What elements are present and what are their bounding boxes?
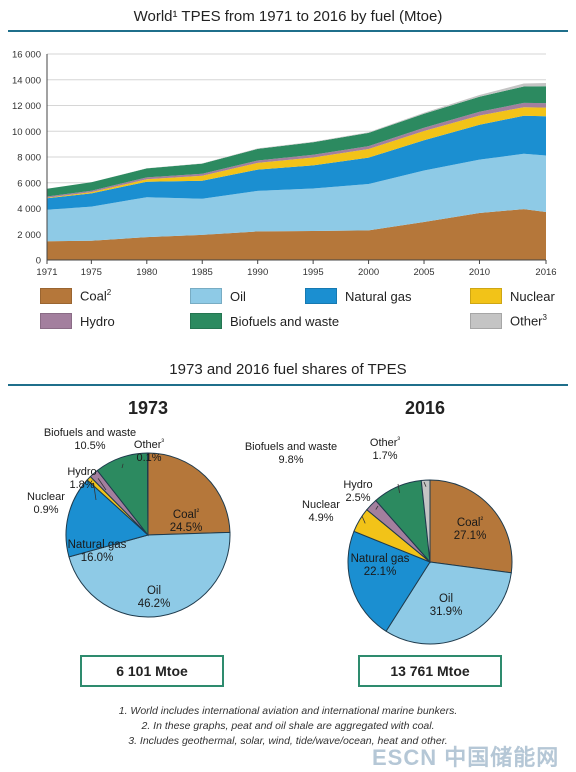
legend-label: Natural gas	[345, 289, 411, 304]
footnote-1: 1. World includes international aviation…	[0, 704, 576, 719]
legend-label: Coal2	[80, 288, 111, 303]
legend-swatch	[190, 313, 222, 329]
legend-swatch	[470, 288, 502, 304]
y-tick-label: 6 000	[17, 178, 41, 189]
area-chart: 0 2 000 4 000 6 000 8 000 10 000 12 000 14 000 1…	[0, 36, 576, 321]
y-tick-label: 10 000	[12, 127, 41, 138]
legend-swatch	[40, 288, 72, 304]
x-tick-label: 1980	[136, 267, 157, 278]
legend-label: Nuclear	[510, 289, 555, 304]
legend-swatch	[470, 313, 502, 329]
total-2016-box: 13 761 Mtoe	[358, 655, 502, 687]
y-tick-label: 12 000	[12, 101, 41, 112]
legend-label: Oil	[230, 289, 246, 304]
chart-legend: Coal2 Oil Natural gas Nuclear Hydro Biofuels …	[40, 288, 570, 336]
x-tick-label: 2010	[469, 267, 490, 278]
watermark-logo: ESCN 中国储能网	[372, 740, 559, 772]
legend-item: Oil	[190, 288, 246, 304]
legend-label: Biofuels and waste	[230, 314, 339, 329]
legend-item: Nuclear	[470, 288, 555, 304]
legend-item: Coal2	[40, 288, 111, 304]
top-divider	[8, 30, 568, 32]
x-tick-label: 2000	[358, 267, 379, 278]
y-tick-label: 16 000	[12, 50, 41, 61]
x-tick-label: 1985	[192, 267, 213, 278]
legend-item: Natural gas	[305, 288, 411, 304]
legend-swatch	[40, 313, 72, 329]
pie-section-title: 1973 and 2016 fuel shares of TPES	[0, 361, 576, 378]
legend-item: Biofuels and waste	[190, 313, 339, 329]
legend-label: Other3	[510, 313, 547, 328]
x-tick-label: 1995	[303, 267, 324, 278]
legend-item: Hydro	[40, 313, 115, 329]
footnote-2: 2. In these graphs, peat and oil shale a…	[0, 719, 576, 734]
pie-1973-title: 1973	[73, 398, 223, 419]
legend-swatch	[190, 288, 222, 304]
x-tick-label: 1971	[36, 267, 57, 278]
legend-swatch	[305, 288, 337, 304]
legend-item: Other3	[470, 313, 547, 329]
x-tick-label: 2005	[413, 267, 434, 278]
y-tick-label: 0	[36, 256, 41, 267]
x-tick-label: 2016	[535, 267, 556, 278]
pie-slice	[147, 453, 148, 535]
y-tick-label: 2 000	[17, 230, 41, 241]
x-tick-label: 1975	[81, 267, 102, 278]
y-tick-label: 4 000	[17, 204, 41, 215]
y-tick-label: 8 000	[17, 153, 41, 164]
bottom-divider	[8, 384, 568, 386]
x-tick-label: 1990	[247, 267, 268, 278]
legend-label: Hydro	[80, 314, 115, 329]
y-tick-label: 14 000	[12, 75, 41, 86]
pie-2016-title: 2016	[350, 398, 500, 419]
area-chart-title: World¹ TPES from 1971 to 2016 by fuel (M…	[0, 8, 576, 25]
total-1973-box: 6 101 Mtoe	[80, 655, 224, 687]
